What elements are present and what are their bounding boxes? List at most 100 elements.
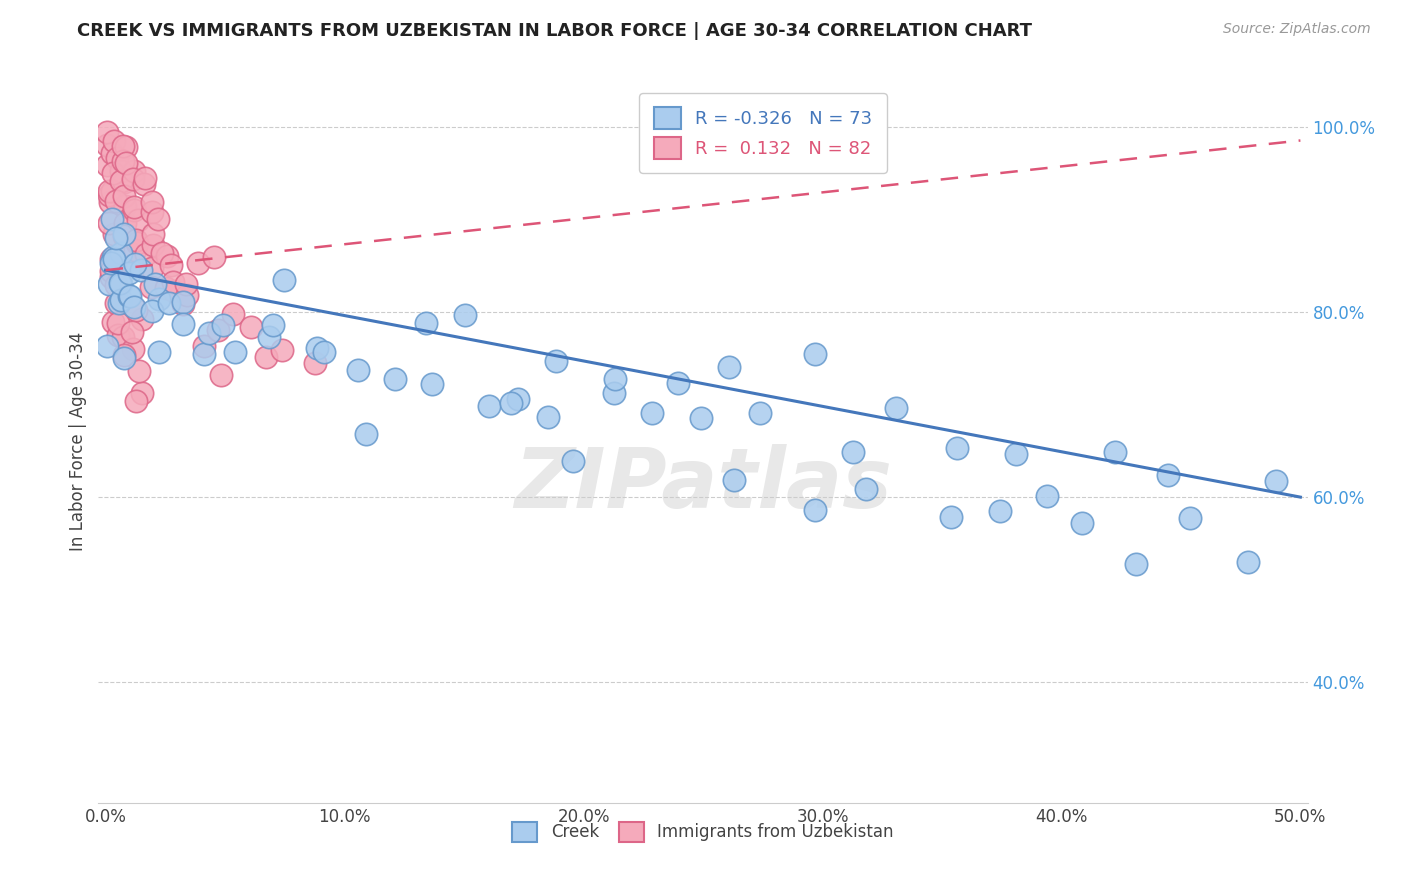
Point: [356, 427, 378, 442]
Point: [254, 350, 277, 364]
Point: [141, 303, 163, 318]
Point: [112, 227, 135, 242]
Point: [115, 140, 138, 154]
Point: [100, 252, 122, 266]
Y-axis label: In Labor Force | Age 30-34: In Labor Force | Age 30-34: [69, 332, 87, 551]
Point: [112, 348, 135, 362]
Point: [105, 278, 128, 293]
Point: [723, 473, 745, 487]
Point: [508, 392, 530, 407]
Point: [110, 174, 132, 188]
Point: [135, 247, 157, 261]
Point: [110, 246, 132, 260]
Point: [107, 316, 129, 330]
Point: [162, 275, 184, 289]
Point: [748, 406, 770, 420]
Point: [96, 137, 118, 152]
Point: [240, 320, 263, 334]
Point: [128, 364, 150, 378]
Point: [127, 213, 149, 227]
Point: [207, 323, 229, 337]
Point: [134, 171, 156, 186]
Point: [478, 399, 501, 413]
Point: [187, 256, 209, 270]
Point: [100, 270, 122, 285]
Point: [666, 376, 689, 391]
Point: [1236, 555, 1258, 569]
Point: [103, 135, 125, 149]
Point: [198, 326, 221, 340]
Point: [122, 300, 145, 314]
Point: [1157, 467, 1180, 482]
Point: [112, 351, 135, 365]
Point: [141, 261, 163, 276]
Point: [160, 258, 183, 272]
Point: [98, 216, 121, 230]
Point: [174, 277, 197, 292]
Point: [104, 258, 127, 272]
Point: [114, 216, 136, 230]
Point: [1035, 489, 1057, 503]
Point: [537, 409, 560, 424]
Point: [114, 199, 136, 213]
Point: [125, 302, 148, 317]
Point: [112, 228, 135, 243]
Point: [118, 289, 141, 303]
Point: [122, 202, 145, 217]
Point: [157, 296, 180, 310]
Point: [501, 395, 523, 409]
Point: [103, 252, 125, 266]
Point: [415, 316, 437, 330]
Point: [1104, 445, 1126, 459]
Point: [112, 175, 135, 189]
Point: [142, 238, 165, 252]
Point: [271, 343, 294, 357]
Point: [172, 295, 194, 310]
Point: [886, 401, 908, 415]
Point: [804, 503, 827, 517]
Point: [100, 212, 122, 227]
Point: [988, 504, 1011, 518]
Point: [690, 410, 713, 425]
Point: [420, 377, 443, 392]
Point: [100, 255, 122, 269]
Point: [803, 347, 825, 361]
Point: [193, 339, 215, 353]
Point: [96, 158, 118, 172]
Point: [110, 293, 132, 307]
Point: [312, 344, 335, 359]
Point: [105, 296, 128, 310]
Point: [132, 177, 155, 191]
Point: [101, 251, 124, 265]
Point: [125, 393, 148, 408]
Text: Source: ZipAtlas.com: Source: ZipAtlas.com: [1223, 22, 1371, 37]
Point: [100, 146, 122, 161]
Point: [122, 164, 145, 178]
Point: [946, 442, 969, 456]
Point: [1125, 557, 1147, 571]
Point: [108, 295, 131, 310]
Point: [131, 311, 153, 326]
Point: [384, 372, 406, 386]
Point: [101, 166, 124, 180]
Point: [124, 257, 146, 271]
Point: [176, 288, 198, 302]
Point: [114, 155, 136, 169]
Point: [546, 354, 568, 368]
Point: [641, 405, 664, 419]
Point: [347, 363, 370, 377]
Point: [224, 344, 246, 359]
Point: [1005, 447, 1028, 461]
Point: [561, 454, 583, 468]
Point: [129, 262, 152, 277]
Point: [111, 139, 134, 153]
Point: [150, 245, 173, 260]
Point: [193, 347, 215, 361]
Point: [139, 280, 162, 294]
Point: [110, 277, 132, 291]
Point: [212, 318, 235, 332]
Point: [122, 172, 145, 186]
Point: [103, 227, 125, 241]
Point: [101, 184, 124, 198]
Point: [125, 233, 148, 247]
